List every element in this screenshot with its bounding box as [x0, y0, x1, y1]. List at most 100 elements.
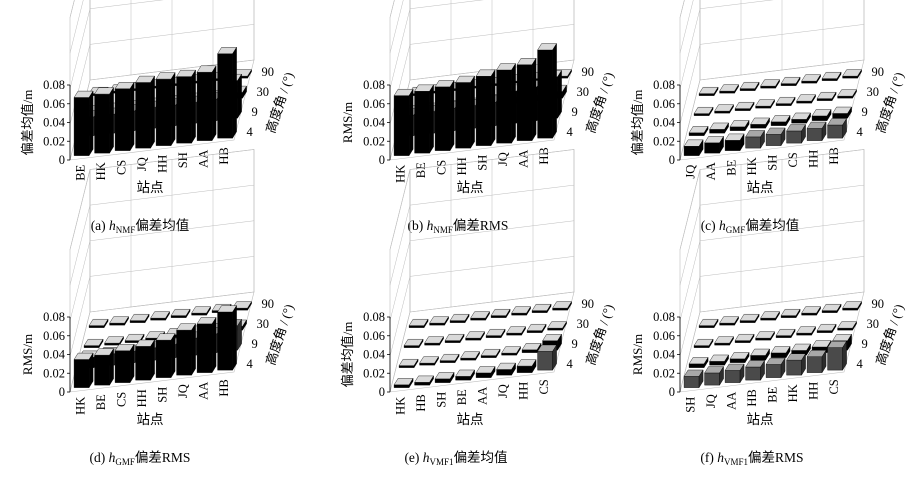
bar-front [109, 322, 125, 326]
bar-CS-4 [114, 343, 135, 384]
bar-front [801, 312, 817, 316]
bar-side [552, 42, 557, 139]
z-tick-label: 0.04 [363, 116, 386, 130]
bar-AA-9 [709, 122, 729, 134]
bar-front [806, 356, 823, 373]
bar-front [124, 340, 141, 343]
bar-side [475, 351, 480, 361]
station-tick-label: BE [765, 386, 779, 402]
station-tick-label: JQ [496, 384, 510, 398]
bar-HH-4 [516, 358, 537, 374]
bar-front [739, 320, 756, 323]
bar-side [98, 338, 104, 349]
station-tick-label: AA [196, 382, 210, 400]
bar-HH-90 [821, 71, 842, 82]
elevation-tick-label: 9 [572, 105, 578, 119]
bar-front [465, 337, 481, 341]
elevation-tick-label: 90 [582, 65, 595, 79]
bar-SH-90 [698, 318, 719, 329]
bar-front [434, 86, 451, 151]
bar-side [775, 311, 780, 321]
grid-line [69, 240, 91, 321]
bar-front [490, 315, 507, 318]
bar-SH-90 [780, 76, 801, 87]
bar-AA-4 [196, 65, 217, 142]
grid-line [699, 0, 774, 9]
bar-side [790, 96, 796, 107]
bar-JQ-30 [506, 326, 526, 336]
bar-front [104, 342, 120, 346]
station-tick-label: SH [434, 392, 448, 408]
station-tick-label: HH [455, 157, 469, 175]
bar-HK-30 [755, 99, 775, 109]
grid-line [409, 0, 484, 9]
bar-side [511, 362, 516, 376]
bar-front [521, 349, 538, 353]
bar-side [816, 74, 821, 84]
bar-front [816, 330, 833, 333]
chart-panel-e: 0 0.02 0.04 0.06 0.08 偏差均值/m HK HB SH BE AA JQ HH CS 站… [340, 149, 617, 467]
grid-line [679, 8, 701, 89]
station-tick-label: HK [745, 157, 759, 175]
elevation-tick-label: 30 [867, 85, 880, 99]
bar-front [403, 345, 420, 348]
bar-side [739, 133, 745, 152]
grid-line [679, 0, 685, 18]
bar-BE-30 [465, 331, 485, 341]
bar-side [237, 318, 242, 351]
caption-suffix: 偏差均值 [745, 218, 799, 233]
bar-front [191, 312, 207, 316]
bar-front [827, 347, 843, 371]
elevation-tick-label: 9 [572, 337, 578, 351]
bar-front [745, 366, 761, 381]
station-tick-label: HH [155, 155, 169, 173]
bar-HK-90 [801, 306, 821, 316]
caption-var: h [719, 218, 726, 233]
bar-front [547, 327, 563, 331]
bar-side [826, 108, 832, 122]
bar-SH-4 [155, 333, 176, 379]
grid-line [679, 0, 694, 54]
bar-front [786, 359, 802, 376]
elevation-tick-label: 90 [872, 297, 885, 311]
elevation-tick-label: 9 [252, 337, 258, 351]
bar-side [124, 316, 129, 326]
bar-HH-90 [531, 303, 552, 314]
bar-side [206, 306, 211, 316]
bar-BE-4 [94, 348, 114, 386]
grid-line [69, 8, 91, 89]
z-tick-label: 0.06 [653, 329, 675, 343]
bar-side [836, 71, 842, 82]
elevation-tick-label: 90 [262, 65, 275, 79]
bar-HH-90 [821, 303, 842, 314]
z-tick-label: 0.02 [363, 366, 385, 380]
grid-line [69, 0, 75, 18]
station-tick-label: JQ [496, 152, 510, 166]
elevation-tick-label: 4 [567, 125, 574, 139]
bar-side [857, 301, 862, 311]
bar-side [191, 323, 196, 376]
bar-side [698, 369, 704, 389]
grid-line [389, 240, 411, 321]
bar-side [470, 369, 475, 381]
z-tick-label: 0 [669, 385, 675, 399]
bar-side [521, 326, 526, 336]
bar-side [557, 333, 562, 351]
bar-SH-4 [475, 69, 496, 147]
bar-SH-4 [434, 371, 455, 384]
bar-front [449, 320, 466, 323]
bar-side [449, 371, 455, 384]
z-axis-label: 偏差均值/m [340, 322, 355, 388]
bar-side [708, 338, 714, 349]
z-tick-label: 0.02 [43, 366, 65, 380]
caption-suffix: 偏差均值 [135, 218, 189, 233]
bar-side [495, 348, 501, 359]
grid-line [389, 8, 411, 89]
bar-HK-9 [750, 117, 770, 129]
bar-front [217, 311, 233, 371]
bar-side [795, 308, 801, 319]
station-tick-label: CS [537, 379, 551, 394]
caption-subscript: VMF1 [430, 457, 454, 467]
y-axis-label: 高度角 / (°) [873, 70, 907, 135]
z-tick-label: 0.06 [43, 329, 65, 343]
